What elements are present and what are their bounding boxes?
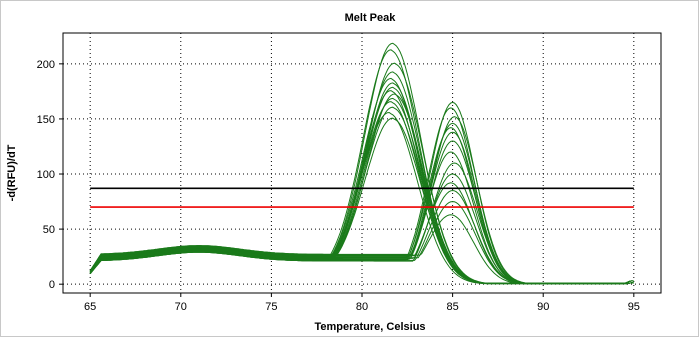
melt-curves bbox=[89, 42, 634, 285]
chart-title: Melt Peak bbox=[345, 12, 397, 24]
threshold-lines bbox=[90, 187, 634, 208]
y-tick-label: 50 bbox=[43, 224, 55, 236]
y-tick-label: 200 bbox=[37, 59, 55, 71]
x-tick-label: 80 bbox=[356, 301, 368, 313]
y-tick-label: 150 bbox=[37, 114, 55, 126]
y-tick-label: 0 bbox=[49, 279, 55, 291]
x-tick-label: 85 bbox=[446, 301, 458, 313]
y-axis-label: -d(RFU)/dT bbox=[6, 144, 18, 201]
x-axis-label: Temperature, Celsius bbox=[314, 321, 425, 333]
x-tick-label: 65 bbox=[84, 301, 96, 313]
x-tick-label: 75 bbox=[265, 301, 277, 313]
y-tick-label: 100 bbox=[37, 169, 55, 181]
x-tick-label: 70 bbox=[175, 301, 187, 313]
melt-curve bbox=[89, 214, 634, 285]
x-tick-label: 90 bbox=[537, 301, 549, 313]
x-tick-label: 95 bbox=[628, 301, 640, 313]
axes: 65 70 75 80 85 90 95 0 50 100 150 200 bbox=[37, 59, 640, 313]
